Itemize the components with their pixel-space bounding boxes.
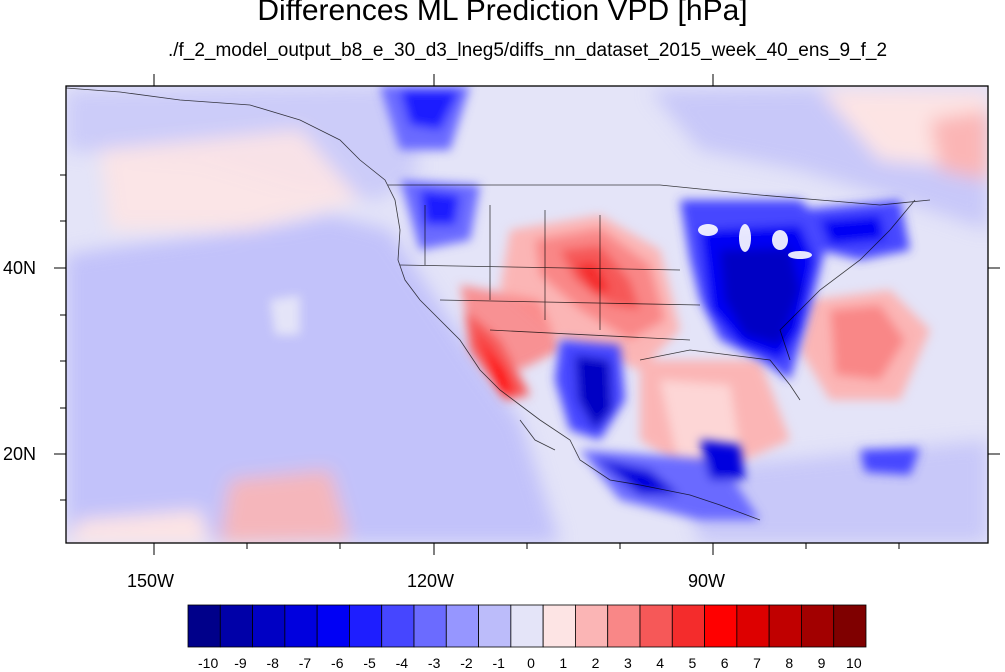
map-title: Differences ML Prediction VPD [hPa] — [257, 0, 748, 27]
colorbar — [187, 604, 867, 648]
heatmap-field — [66, 86, 988, 543]
colorbar-label: -4 — [395, 655, 409, 671]
colorbar-swatch — [671, 604, 705, 648]
colorbar-swatch — [252, 604, 286, 648]
colorbar-swatch — [542, 604, 576, 648]
colorbar-label: 5 — [688, 655, 697, 671]
colorbar-label: 6 — [720, 655, 729, 671]
colorbar-swatch — [445, 604, 479, 648]
colorbar-label: -9 — [234, 655, 247, 671]
colorbar-swatch — [768, 604, 802, 648]
colorbar-swatch — [801, 604, 835, 648]
colorbar-label: -10 — [198, 655, 219, 671]
colorbar-label: -3 — [427, 655, 441, 671]
colorbar-label: 4 — [656, 655, 665, 671]
x-tick-label: 150W — [127, 571, 175, 591]
colorbar-swatch — [219, 604, 253, 648]
y-tick-label: 40N — [3, 258, 37, 278]
colorbar-swatch — [413, 604, 447, 648]
colorbar-label: 8 — [785, 655, 794, 671]
colorbar-label: 10 — [846, 655, 862, 671]
colorbar-label: -7 — [298, 655, 312, 671]
colorbar-label: -1 — [492, 655, 505, 671]
colorbar-swatch — [704, 604, 738, 648]
colorbar-swatch — [284, 604, 318, 648]
colorbar-swatch — [316, 604, 350, 648]
colorbar-swatch — [187, 604, 221, 648]
colorbar-label: 3 — [623, 655, 632, 671]
x-tick-label: 90W — [688, 571, 726, 591]
colorbar-swatch — [736, 604, 770, 648]
x-tick-label: 120W — [407, 571, 455, 591]
colorbar-label: 9 — [817, 655, 826, 671]
colorbar-swatch — [833, 604, 867, 648]
axis-ticks — [54, 74, 1000, 555]
colorbar-label: 7 — [753, 655, 761, 671]
colorbar-label: -6 — [331, 655, 344, 671]
colorbar-swatch — [381, 604, 415, 648]
y-tick-label: 20N — [3, 444, 37, 464]
colorbar-label: 0 — [527, 655, 535, 671]
colorbar-label: -5 — [363, 655, 376, 671]
colorbar-label: 1 — [559, 655, 568, 671]
colorbar-swatch — [607, 604, 641, 648]
colorbar-swatch — [510, 604, 544, 648]
colorbar-label: 2 — [591, 655, 600, 671]
colorbar-swatch — [575, 604, 609, 648]
colorbar-label: -2 — [460, 655, 473, 671]
colorbar-swatch — [639, 604, 673, 648]
colorbar-swatch — [478, 604, 512, 648]
colorbar-swatch — [349, 604, 383, 648]
colorbar-label: -8 — [266, 655, 279, 671]
map-subtitle: ./f_2_model_output_b8_e_30_d3_lneg5/diff… — [167, 40, 888, 61]
